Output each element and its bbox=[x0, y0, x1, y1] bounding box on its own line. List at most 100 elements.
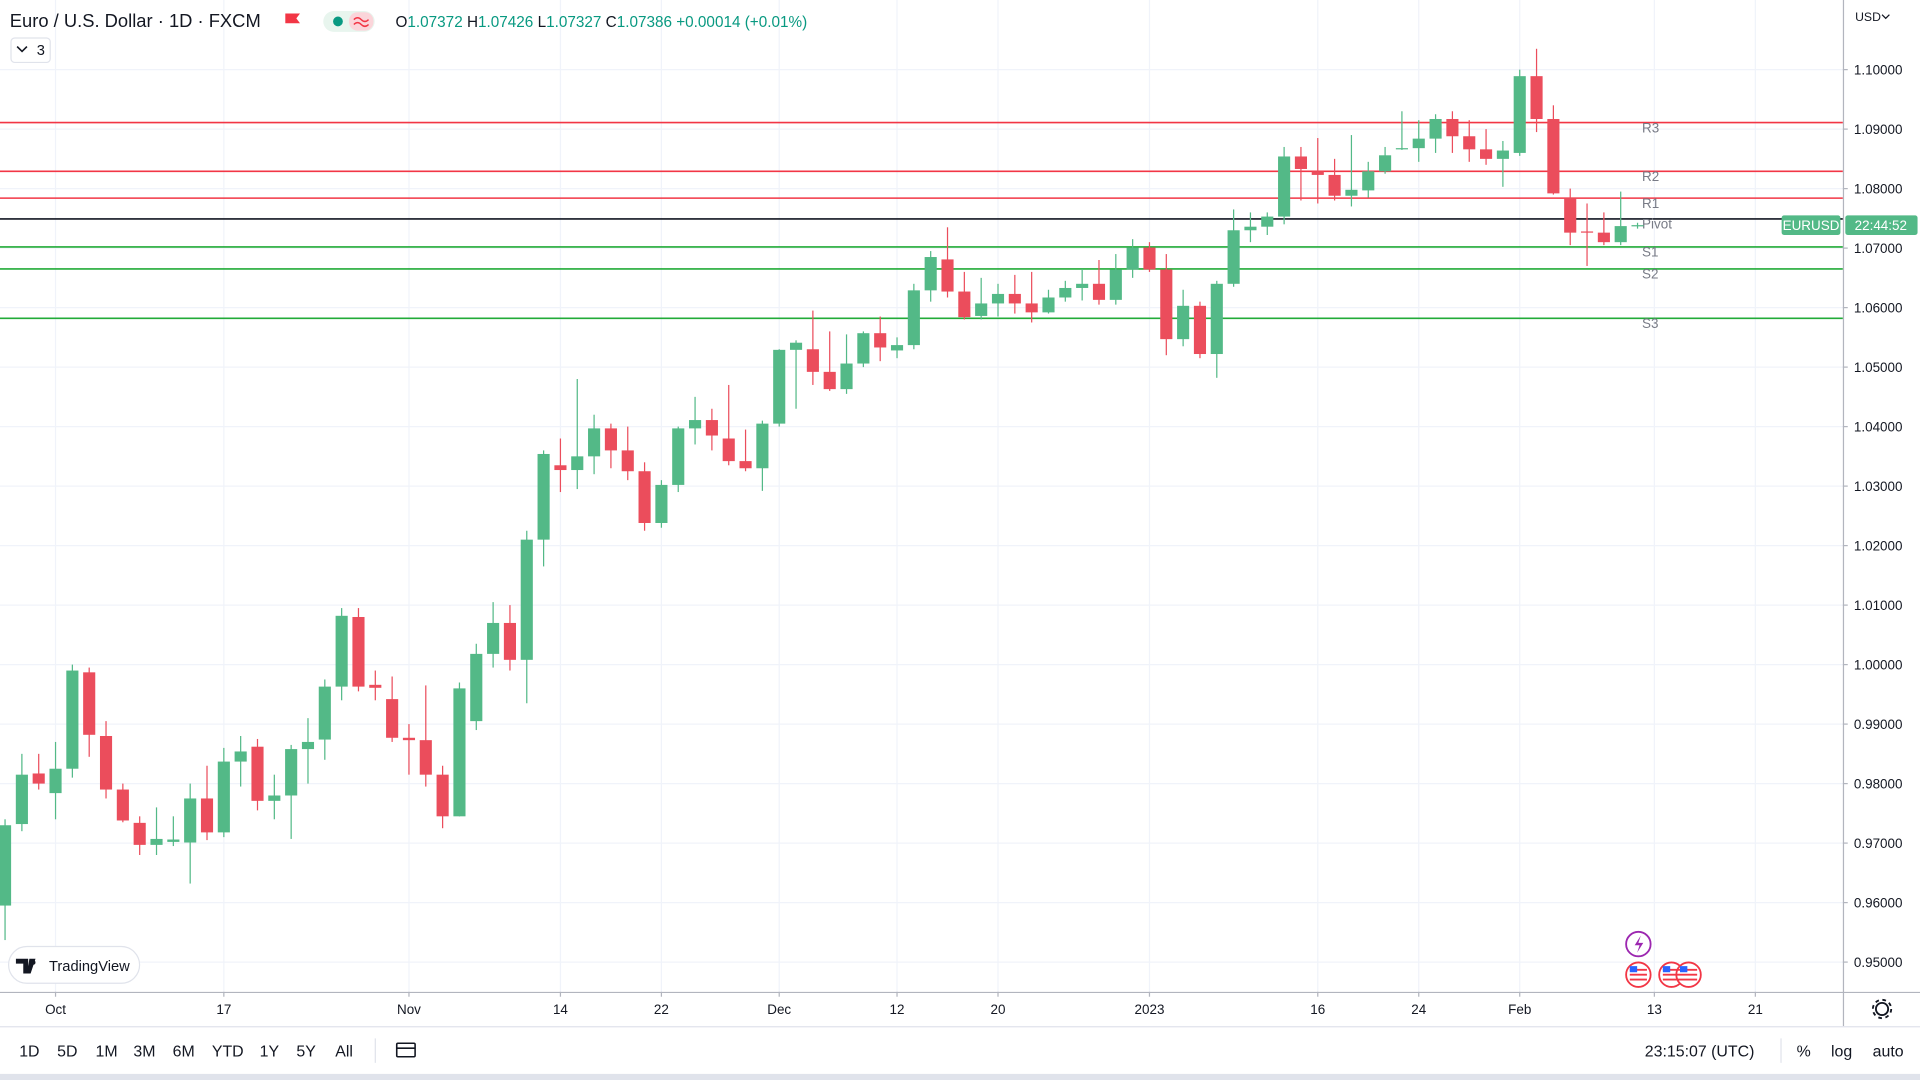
candle-body bbox=[268, 795, 281, 801]
candle-body bbox=[958, 291, 971, 318]
timeframe-button[interactable]: YTD bbox=[212, 1044, 244, 1061]
brand-name: TradingView bbox=[49, 959, 130, 975]
currency[interactable]: USD bbox=[1855, 10, 1881, 24]
economic-events[interactable] bbox=[1625, 961, 1702, 988]
candle-body bbox=[133, 822, 146, 845]
clock[interactable]: 23:15:07 (UTC) bbox=[1645, 1044, 1755, 1061]
chevron bbox=[1881, 14, 1890, 20]
y-tick-label: 0.96000 bbox=[1854, 895, 1903, 910]
pivot-label: R2 bbox=[1642, 169, 1659, 184]
candle-body bbox=[318, 686, 331, 740]
x-tick-label: Feb bbox=[1508, 1002, 1531, 1017]
candle-body bbox=[638, 471, 651, 523]
flag-stripes bbox=[1629, 968, 1698, 981]
timeframe-button[interactable]: 5Y bbox=[296, 1044, 316, 1061]
scale-button[interactable]: % bbox=[1797, 1044, 1811, 1061]
change: +0.00014 (+0.01%) bbox=[676, 14, 807, 31]
candle-body bbox=[1109, 269, 1122, 300]
y-tick-label: 1.04000 bbox=[1854, 420, 1903, 435]
candle-body bbox=[924, 257, 937, 291]
timeframe-button[interactable]: 5D bbox=[57, 1044, 77, 1061]
symbol-label: EURUSD bbox=[1783, 218, 1840, 233]
candle-body bbox=[1345, 189, 1358, 196]
symbol-title[interactable]: Euro / U.S. Dollar · 1D · FXCM bbox=[10, 10, 261, 31]
timeframe-button[interactable]: 6M bbox=[173, 1044, 195, 1061]
y-tick-label: 1.10000 bbox=[1854, 63, 1903, 78]
candle-body bbox=[554, 465, 567, 471]
date-range-icon[interactable] bbox=[395, 1042, 416, 1058]
candle-body bbox=[1547, 118, 1560, 194]
flag-icon[interactable] bbox=[285, 13, 300, 24]
indicator-toggle[interactable] bbox=[10, 37, 51, 64]
candle-body bbox=[0, 825, 12, 906]
candle-body bbox=[773, 349, 786, 424]
timeframe-button[interactable]: 1M bbox=[95, 1044, 117, 1061]
y-tick-label: 1.00000 bbox=[1854, 657, 1903, 672]
y-tick-label: 0.99000 bbox=[1854, 717, 1903, 732]
candle-body bbox=[1210, 283, 1223, 355]
ohlc-label: O bbox=[396, 14, 408, 31]
candle-body bbox=[1614, 226, 1627, 243]
brand-logo-dot bbox=[30, 960, 36, 965]
ohlc-label: H bbox=[467, 14, 478, 31]
scale-button[interactable]: auto bbox=[1873, 1044, 1904, 1061]
candle-body bbox=[1530, 76, 1543, 119]
x-tick-label: 2023 bbox=[1135, 1002, 1165, 1017]
settings-icon[interactable] bbox=[1875, 1001, 1890, 1017]
candle-body bbox=[32, 773, 45, 784]
candles bbox=[0, 48, 1644, 941]
symbol-label-bg bbox=[1781, 215, 1841, 235]
x-tick-label: 20 bbox=[991, 1002, 1006, 1017]
candle-body bbox=[1126, 247, 1139, 270]
candle-body bbox=[1227, 230, 1240, 284]
candle-body bbox=[419, 740, 432, 775]
x-tick-label: 21 bbox=[1748, 1002, 1763, 1017]
candle-body bbox=[1076, 283, 1089, 288]
pivot-label: Pivot bbox=[1642, 217, 1672, 232]
candle-body bbox=[789, 342, 803, 350]
candle-body bbox=[571, 456, 584, 471]
candle-body bbox=[167, 839, 180, 842]
candle-body bbox=[116, 789, 129, 821]
y-tick-label: 1.05000 bbox=[1854, 360, 1903, 375]
candle-body bbox=[1480, 149, 1493, 159]
timeframe-button[interactable]: 3M bbox=[133, 1044, 155, 1061]
candle-body bbox=[1564, 198, 1577, 233]
timeframe-button[interactable]: 1Y bbox=[260, 1044, 280, 1061]
candle-body bbox=[604, 428, 617, 451]
candle-body bbox=[991, 293, 1005, 304]
candle-body bbox=[588, 428, 601, 457]
candle-body bbox=[857, 333, 870, 364]
candle-body bbox=[1278, 156, 1291, 217]
pivot-label: S3 bbox=[1642, 316, 1658, 331]
candle-body bbox=[487, 622, 500, 654]
candle-body bbox=[150, 838, 163, 845]
y-tick-label: 0.98000 bbox=[1854, 776, 1903, 791]
candle-body bbox=[352, 616, 365, 687]
candle-body bbox=[1042, 297, 1055, 313]
candle-body bbox=[823, 371, 836, 390]
scale-button[interactable]: log bbox=[1831, 1044, 1852, 1061]
candle-body bbox=[453, 688, 466, 817]
timeframe-button[interactable]: 1D bbox=[19, 1044, 39, 1061]
candle-body bbox=[369, 684, 382, 688]
timeframe-button[interactable]: All bbox=[335, 1044, 353, 1061]
candle-body bbox=[285, 749, 298, 796]
candle-body bbox=[1513, 76, 1526, 153]
brand-badge[interactable] bbox=[7, 945, 141, 984]
flag-canton bbox=[1662, 966, 1671, 973]
candle-body bbox=[975, 303, 988, 316]
delay-icon-bg bbox=[348, 12, 374, 31]
y-tick-label: 1.02000 bbox=[1854, 538, 1903, 553]
grid bbox=[0, 0, 1843, 992]
x-tick-label: Oct bbox=[45, 1002, 66, 1017]
candle-body bbox=[655, 484, 668, 523]
delay-icon bbox=[353, 17, 370, 28]
y-tick-label: 1.08000 bbox=[1854, 182, 1903, 197]
candle-body bbox=[1177, 305, 1190, 340]
candle-body bbox=[1092, 283, 1106, 300]
candle-body bbox=[1463, 136, 1476, 150]
candle-body bbox=[1446, 118, 1459, 137]
candle-body bbox=[1294, 156, 1307, 169]
candle-body bbox=[1328, 174, 1341, 196]
